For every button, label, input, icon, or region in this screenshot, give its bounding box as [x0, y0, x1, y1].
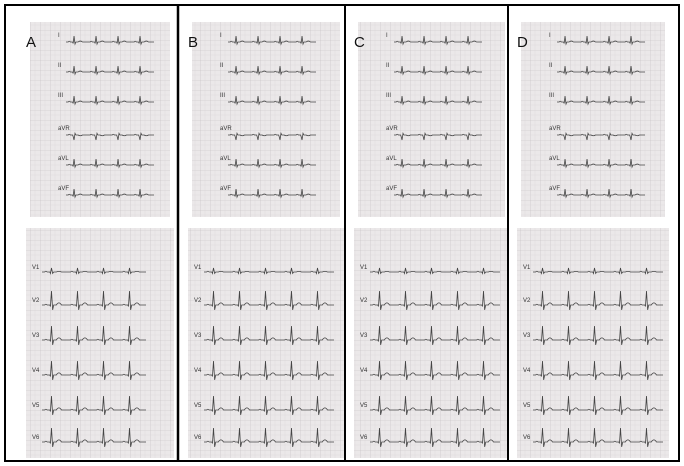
lead-label: aVL: [549, 156, 560, 162]
panel-label: C: [354, 34, 365, 51]
ecg-sheet-top: [30, 22, 170, 217]
ecg-sheet-top: [192, 22, 340, 217]
lead-label: aVL: [220, 156, 231, 162]
lead-label: V6: [360, 435, 368, 441]
lead-label: V5: [360, 403, 368, 409]
panel-label: A: [26, 34, 36, 51]
lead-label: II: [58, 63, 62, 69]
lead-label: aVF: [549, 186, 560, 192]
ecg-sheet-bottom: [354, 228, 509, 458]
lead-label: III: [220, 93, 225, 99]
lead-label: V6: [32, 435, 40, 441]
panel-label: D: [517, 34, 528, 51]
lead-label: aVL: [58, 156, 69, 162]
lead-label: V1: [523, 265, 531, 271]
lead-label: II: [386, 63, 390, 69]
lead-label: V6: [194, 435, 202, 441]
lead-label: III: [58, 93, 63, 99]
lead-label: II: [549, 63, 553, 69]
ecg-sheet-top: [521, 22, 665, 217]
lead-label: III: [386, 93, 391, 99]
ecg-sheet-bottom: [517, 228, 669, 458]
lead-label: V4: [523, 368, 531, 374]
lead-label: V3: [360, 333, 368, 339]
lead-label: V2: [194, 298, 202, 304]
lead-label: III: [549, 93, 554, 99]
lead-label: V3: [194, 333, 202, 339]
lead-label: aVF: [386, 186, 397, 192]
lead-label: V4: [32, 368, 40, 374]
lead-label: V1: [32, 265, 40, 271]
lead-label: V5: [523, 403, 531, 409]
lead-label: aVR: [58, 126, 70, 132]
lead-label: aVL: [386, 156, 397, 162]
lead-label: V5: [194, 403, 202, 409]
lead-label: II: [220, 63, 224, 69]
lead-label: aVR: [220, 126, 232, 132]
ecg-figure: AIIIIIIaVRaVLaVFV1V2V3V4V5V6BIIIIIIaVRaV…: [0, 0, 684, 466]
lead-label: V2: [360, 298, 368, 304]
panel-label: B: [188, 34, 198, 51]
ecg-sheet-bottom: [26, 228, 174, 458]
lead-label: aVR: [549, 126, 561, 132]
lead-label: V2: [32, 298, 40, 304]
lead-label: V4: [360, 368, 368, 374]
lead-label: V5: [32, 403, 40, 409]
ecg-sheet-bottom: [188, 228, 344, 458]
lead-label: V6: [523, 435, 531, 441]
lead-label: V2: [523, 298, 531, 304]
lead-label: aVF: [58, 186, 69, 192]
lead-label: V3: [32, 333, 40, 339]
lead-label: aVR: [386, 126, 398, 132]
ecg-sheet-top: [358, 22, 505, 217]
lead-label: V1: [360, 265, 368, 271]
lead-label: V3: [523, 333, 531, 339]
lead-label: aVF: [220, 186, 231, 192]
lead-label: V1: [194, 265, 202, 271]
lead-label: V4: [194, 368, 202, 374]
